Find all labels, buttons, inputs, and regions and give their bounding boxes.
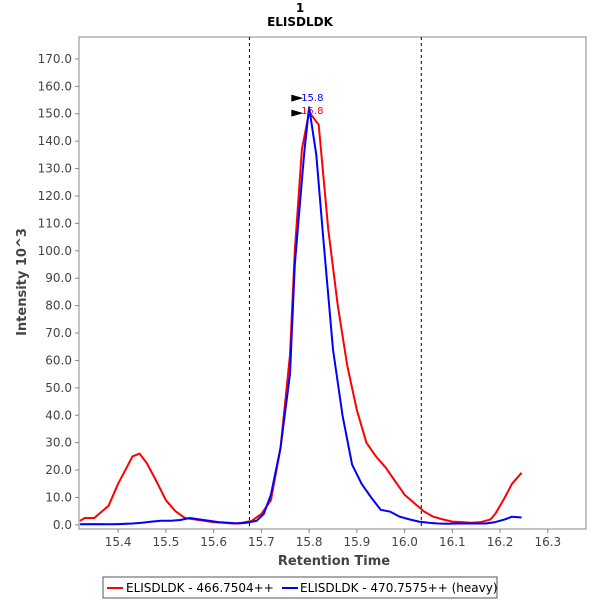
- x-axis-label: Retention Time: [278, 554, 390, 569]
- y-tick-label: 160.0: [38, 79, 72, 93]
- peak-annotations: 15.8 15.8: [291, 93, 323, 117]
- legend: ELISDLDK - 466.7504++ ELISDLDK - 470.7575…: [102, 576, 498, 599]
- y-tick-label: 130.0: [38, 162, 72, 176]
- y-tick-label: 20.0: [45, 463, 72, 477]
- plot-area: [78, 36, 587, 530]
- y-tick-label: 70.0: [45, 326, 72, 340]
- series-line-heavy: [79, 106, 522, 526]
- y-tick-label: 170.0: [38, 52, 72, 66]
- chart-title: 1: [296, 1, 304, 15]
- legend-entry-label: ELISDLDK - 470.7575++ (heavy): [300, 581, 498, 595]
- legend-entry-label: ELISDLDK - 466.7504++: [126, 581, 274, 595]
- y-tick-label: 110.0: [38, 216, 72, 230]
- x-tick-label: 15.5: [153, 535, 180, 549]
- peak-marker-icon: [291, 94, 304, 102]
- integration-boundaries: [248, 37, 422, 529]
- y-tick-label: 150.0: [38, 107, 72, 121]
- x-tick-label: 15.4: [105, 535, 132, 549]
- x-tick-label: 16.1: [439, 535, 466, 549]
- y-tick-label: 140.0: [38, 134, 72, 148]
- x-tick-label: 16.0: [391, 535, 418, 549]
- y-tick-label: 90.0: [45, 271, 72, 285]
- y-tick-label: 40.0: [45, 408, 72, 422]
- y-axis-label: Intensity 10^3: [15, 228, 30, 336]
- y-tick-label: 60.0: [45, 353, 72, 367]
- peak-label: 15.8: [301, 93, 323, 104]
- y-axis: 0.0 10.0 20.0 30.0 40.0 50.0 60.0 70.0 80.0 90.0 1…: [38, 52, 79, 532]
- series-group: [79, 106, 523, 526]
- y-tick-label: 120.0: [38, 189, 72, 203]
- x-tick-label: 15.8: [296, 535, 323, 549]
- chart-subtitle: ELISDLDK: [267, 15, 334, 29]
- x-tick-label: 16.2: [487, 535, 514, 549]
- y-tick-label: 80.0: [45, 299, 72, 313]
- peak-marker-icon: [291, 109, 304, 117]
- x-tick-label: 15.9: [343, 535, 370, 549]
- x-tick-label: 15.6: [200, 535, 227, 549]
- y-tick-label: 50.0: [45, 381, 72, 395]
- x-tick-label: 15.7: [248, 535, 275, 549]
- y-tick-label: 30.0: [45, 436, 72, 450]
- y-tick-label: 10.0: [45, 490, 72, 504]
- x-axis: 15.4 15.5 15.6 15.7 15.8 15.9 16.0 16.1 16.2 16.3: [105, 529, 561, 549]
- peak-label: 15.8: [301, 106, 323, 117]
- y-tick-label: 100.0: [38, 244, 72, 258]
- legend-box: [102, 576, 498, 599]
- y-tick-label: 0.0: [53, 518, 72, 532]
- series-line-light: [79, 111, 523, 525]
- x-tick-label: 16.3: [534, 535, 561, 549]
